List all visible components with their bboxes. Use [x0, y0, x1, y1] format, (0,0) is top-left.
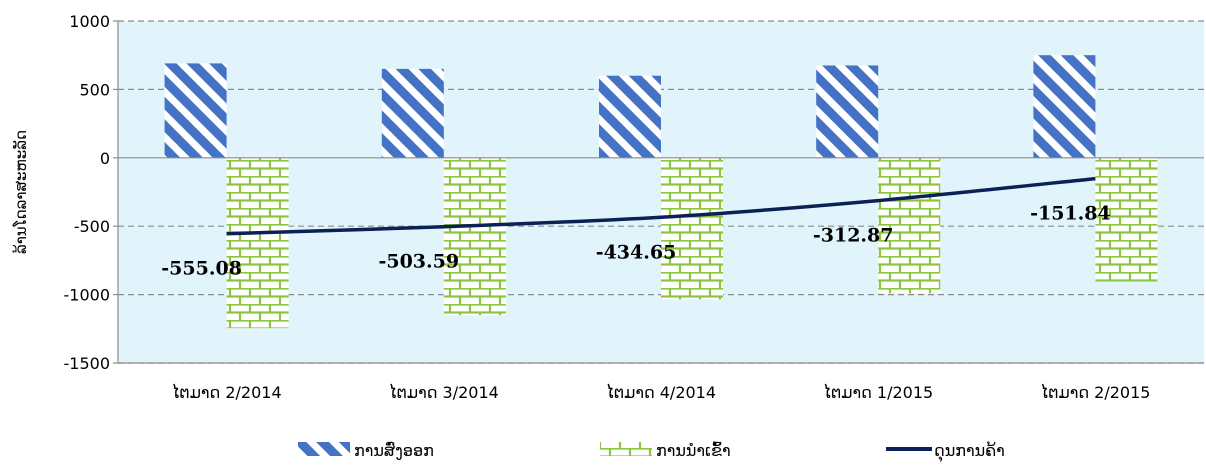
import-bar	[1095, 157, 1158, 282]
bar-marks	[164, 55, 1158, 329]
export-bar	[164, 63, 227, 158]
import-bar	[661, 157, 723, 300]
export-bar	[1033, 55, 1096, 158]
import-bar	[226, 157, 289, 329]
export-bar	[599, 75, 661, 158]
y-tick-label: 0	[100, 149, 110, 168]
x-tick-label: ໄຕມາດ 1/2015	[823, 383, 933, 402]
import-bar	[443, 157, 506, 316]
export-bar	[381, 68, 444, 158]
balance-data-label: -555.08	[161, 258, 242, 280]
axes: 1000 500 0 -500 -1000 -1500 ໄຕມາດ 2/2014 ໄຕມາດ …	[11, 12, 1204, 402]
y-tick-label: 1000	[69, 12, 110, 31]
x-tick-label: ໄຕມາດ 4/2014	[606, 383, 716, 402]
legend-label-export: ການສົ່ງອອກ	[354, 441, 434, 460]
x-tick-label: ໄຕມາດ 3/2014	[389, 383, 499, 402]
import-bar	[878, 157, 941, 294]
y-tick-label: -500	[74, 217, 110, 236]
export-bar	[816, 65, 879, 158]
legend-label-import: ການນຳເຂົ້າ	[656, 441, 731, 460]
y-tick-label: -1500	[64, 354, 111, 373]
balance-data-label: -151.84	[1030, 203, 1111, 225]
balance-line	[226, 176, 1096, 236]
legend: ການສົ່ງອອກ ການນຳເຂົ້າ ດຸນການຄ້າ	[298, 441, 1005, 462]
balance-line-group	[226, 176, 1096, 236]
x-tick-label: ໄຕມາດ 2/2014	[172, 383, 282, 402]
balance-data-label: -434.65	[596, 241, 677, 263]
y-tick-label: 500	[79, 80, 110, 99]
legend-label-balance: ດຸນການຄ້າ	[934, 441, 1005, 462]
balance-data-label: -503.59	[378, 251, 459, 273]
y-tick-label: -1000	[64, 286, 111, 305]
legend-swatch-import	[600, 442, 652, 456]
legend-swatch-export	[298, 442, 350, 456]
balance-data-label: -312.87	[813, 225, 894, 247]
data-labels: -555.08 -503.59 -434.65 -312.87 -151.84	[161, 203, 1110, 280]
x-tick-label: ໄຕມາດ 2/2015	[1040, 383, 1150, 402]
y-axis-title: ລ້ານໂດລາສະຫະລັດ	[11, 130, 30, 254]
